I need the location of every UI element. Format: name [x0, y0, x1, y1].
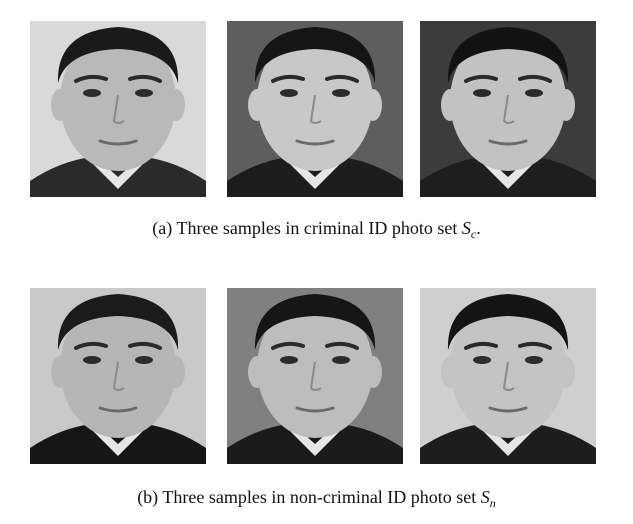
nose [502, 361, 515, 391]
caption-b-set-subscript: n [489, 496, 496, 510]
right-eyebrow [518, 341, 552, 350]
caption-a-label: (a) [152, 218, 173, 238]
non-criminal-id-photo-2 [227, 288, 403, 464]
caption-b-set-symbol: S [480, 487, 490, 507]
portrait-svg [30, 21, 206, 197]
portrait-svg [420, 288, 596, 464]
right-eyebrow [518, 74, 552, 83]
portrait-svg [30, 288, 206, 464]
right-eye [525, 89, 543, 97]
right-eye [332, 89, 350, 97]
left-eye [83, 89, 101, 97]
right-eye [135, 356, 153, 364]
right-eye [135, 89, 153, 97]
caption-a-text: Three samples in criminal ID photo set [176, 218, 458, 238]
hair [254, 294, 376, 350]
right-eyebrow [325, 341, 359, 350]
hair [57, 294, 179, 350]
hair [447, 27, 569, 83]
caption-b-text: Three samples in non-criminal ID photo s… [162, 487, 477, 507]
right-eyebrow [325, 74, 359, 83]
hair [57, 27, 179, 83]
nose [502, 94, 515, 124]
left-eyebrow [74, 341, 108, 350]
caption-b-label: (b) [137, 487, 159, 507]
criminal-id-photo-3 [420, 21, 596, 197]
left-eye [280, 356, 298, 364]
caption-panel-b: (b) Three samples in non-criminal ID pho… [0, 487, 633, 511]
left-eye [83, 356, 101, 364]
nose [309, 94, 322, 124]
left-eyebrow [271, 341, 305, 350]
mouth [295, 139, 335, 146]
caption-panel-a: (a) Three samples in criminal ID photo s… [0, 218, 633, 242]
portrait-svg [227, 288, 403, 464]
right-eyebrow [128, 341, 162, 350]
left-eyebrow [464, 341, 498, 350]
hair [254, 27, 376, 83]
mouth [98, 406, 138, 413]
nose [309, 361, 322, 391]
hair [447, 294, 569, 350]
portrait-svg [420, 21, 596, 197]
mouth [295, 406, 335, 413]
left-eyebrow [271, 74, 305, 83]
nose [112, 361, 125, 391]
caption-a-trailing: . [476, 218, 481, 238]
portrait-svg [227, 21, 403, 197]
criminal-id-photo-2 [227, 21, 403, 197]
mouth [98, 139, 138, 146]
caption-a-set-symbol: S [461, 218, 471, 238]
caption-a-set-subscript: c [470, 227, 477, 241]
non-criminal-id-photo-1 [30, 288, 206, 464]
left-eyebrow [74, 74, 108, 83]
left-eye [473, 89, 491, 97]
left-eye [473, 356, 491, 364]
criminal-id-photo-1 [30, 21, 206, 197]
left-eye [280, 89, 298, 97]
nose [112, 94, 125, 124]
left-eyebrow [464, 74, 498, 83]
non-criminal-id-photo-3 [420, 288, 596, 464]
mouth [488, 406, 528, 413]
right-eyebrow [128, 74, 162, 83]
right-eye [525, 356, 543, 364]
right-eye [332, 356, 350, 364]
mouth [488, 139, 528, 146]
